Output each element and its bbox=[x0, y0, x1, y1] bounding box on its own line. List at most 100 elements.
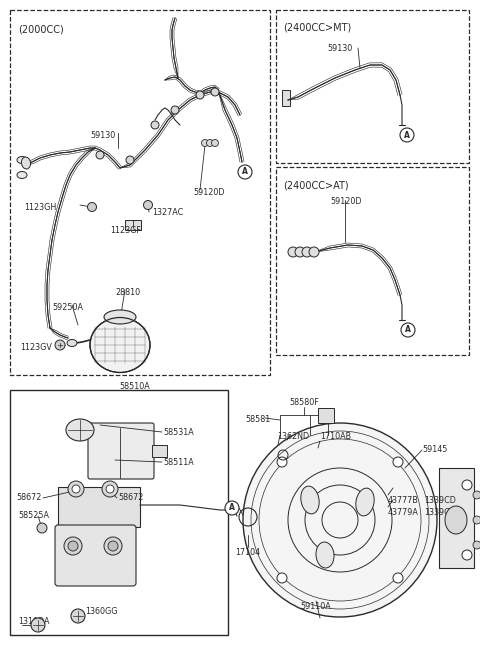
Circle shape bbox=[295, 247, 305, 257]
Circle shape bbox=[400, 128, 414, 142]
Circle shape bbox=[31, 618, 45, 632]
Text: 58531A: 58531A bbox=[163, 428, 194, 437]
Text: 1123GH: 1123GH bbox=[24, 203, 56, 212]
Text: 1362ND: 1362ND bbox=[277, 432, 309, 441]
Ellipse shape bbox=[90, 318, 150, 373]
Bar bbox=[318, 408, 334, 423]
Circle shape bbox=[288, 247, 298, 257]
Bar bbox=[276, 10, 469, 163]
Ellipse shape bbox=[104, 310, 136, 324]
Circle shape bbox=[126, 156, 134, 164]
Circle shape bbox=[462, 480, 472, 490]
Bar bbox=[58, 487, 140, 527]
Ellipse shape bbox=[17, 157, 27, 164]
Ellipse shape bbox=[356, 488, 374, 516]
Text: (2400CC>MT): (2400CC>MT) bbox=[283, 22, 351, 32]
Circle shape bbox=[108, 541, 118, 551]
Bar bbox=[439, 468, 474, 568]
Circle shape bbox=[212, 140, 218, 147]
Text: 17104: 17104 bbox=[235, 548, 261, 557]
Text: A: A bbox=[229, 504, 235, 512]
Circle shape bbox=[277, 573, 287, 583]
Circle shape bbox=[473, 541, 480, 549]
Circle shape bbox=[202, 140, 208, 147]
Circle shape bbox=[68, 541, 78, 551]
Circle shape bbox=[393, 457, 403, 467]
Circle shape bbox=[106, 485, 114, 493]
Text: (2400CC>AT): (2400CC>AT) bbox=[283, 180, 348, 190]
Text: 58672: 58672 bbox=[17, 493, 42, 502]
Circle shape bbox=[238, 165, 252, 179]
Circle shape bbox=[55, 340, 65, 350]
Circle shape bbox=[401, 323, 415, 337]
Text: 58510A: 58510A bbox=[120, 382, 150, 391]
Circle shape bbox=[309, 247, 319, 257]
Text: 43779A: 43779A bbox=[388, 508, 419, 517]
Text: 1327AC: 1327AC bbox=[152, 208, 183, 217]
Ellipse shape bbox=[67, 339, 77, 346]
Circle shape bbox=[87, 202, 96, 212]
Text: (2000CC): (2000CC) bbox=[18, 24, 64, 34]
Text: A: A bbox=[405, 326, 411, 335]
Circle shape bbox=[72, 485, 80, 493]
Ellipse shape bbox=[22, 157, 31, 169]
Circle shape bbox=[68, 481, 84, 497]
Ellipse shape bbox=[301, 486, 319, 514]
Text: 58525A: 58525A bbox=[18, 512, 49, 521]
Text: 58580F: 58580F bbox=[289, 398, 319, 407]
Circle shape bbox=[277, 457, 287, 467]
Text: 28810: 28810 bbox=[115, 288, 140, 297]
Text: 58581: 58581 bbox=[245, 415, 270, 424]
Circle shape bbox=[196, 91, 204, 99]
Bar bbox=[125, 220, 141, 230]
Circle shape bbox=[96, 151, 104, 159]
Text: 1360GG: 1360GG bbox=[85, 607, 118, 616]
Bar bbox=[276, 167, 469, 355]
Text: 1339GA: 1339GA bbox=[424, 508, 456, 517]
FancyBboxPatch shape bbox=[55, 525, 136, 586]
Circle shape bbox=[171, 106, 179, 114]
Text: 59145: 59145 bbox=[422, 445, 447, 455]
Text: 58672: 58672 bbox=[118, 493, 144, 502]
Circle shape bbox=[151, 121, 159, 129]
Text: 1339CD: 1339CD bbox=[424, 496, 456, 505]
Circle shape bbox=[37, 523, 47, 533]
Text: 1710AB: 1710AB bbox=[320, 432, 351, 441]
Text: 59130: 59130 bbox=[327, 44, 353, 53]
Ellipse shape bbox=[17, 172, 27, 179]
Bar bbox=[10, 10, 270, 375]
Text: 43777B: 43777B bbox=[388, 496, 419, 505]
Circle shape bbox=[302, 247, 312, 257]
Text: 59130: 59130 bbox=[90, 131, 116, 140]
Bar bbox=[152, 445, 167, 457]
Text: 1123GV: 1123GV bbox=[20, 343, 52, 352]
Text: 59120D: 59120D bbox=[193, 188, 225, 197]
Circle shape bbox=[243, 423, 437, 617]
Text: A: A bbox=[242, 168, 248, 176]
Circle shape bbox=[206, 140, 214, 147]
Ellipse shape bbox=[445, 506, 467, 534]
Circle shape bbox=[473, 491, 480, 499]
Text: 59120D: 59120D bbox=[330, 197, 361, 206]
Circle shape bbox=[473, 516, 480, 524]
Circle shape bbox=[104, 537, 122, 555]
Circle shape bbox=[71, 609, 85, 623]
Circle shape bbox=[393, 573, 403, 583]
Circle shape bbox=[102, 481, 118, 497]
FancyBboxPatch shape bbox=[88, 423, 154, 479]
Bar bbox=[312, 448, 322, 453]
Text: 59110A: 59110A bbox=[300, 602, 331, 611]
Text: 59250A: 59250A bbox=[52, 303, 83, 312]
Circle shape bbox=[462, 550, 472, 560]
Text: 58511A: 58511A bbox=[163, 458, 194, 467]
Circle shape bbox=[144, 200, 153, 210]
Bar bbox=[282, 90, 290, 106]
Ellipse shape bbox=[66, 419, 94, 441]
Text: A: A bbox=[404, 130, 410, 140]
Ellipse shape bbox=[316, 542, 334, 568]
Circle shape bbox=[211, 88, 219, 96]
Bar bbox=[10, 390, 228, 635]
Text: 1123GF: 1123GF bbox=[110, 226, 141, 235]
Text: 1310DA: 1310DA bbox=[18, 618, 49, 626]
Circle shape bbox=[64, 537, 82, 555]
